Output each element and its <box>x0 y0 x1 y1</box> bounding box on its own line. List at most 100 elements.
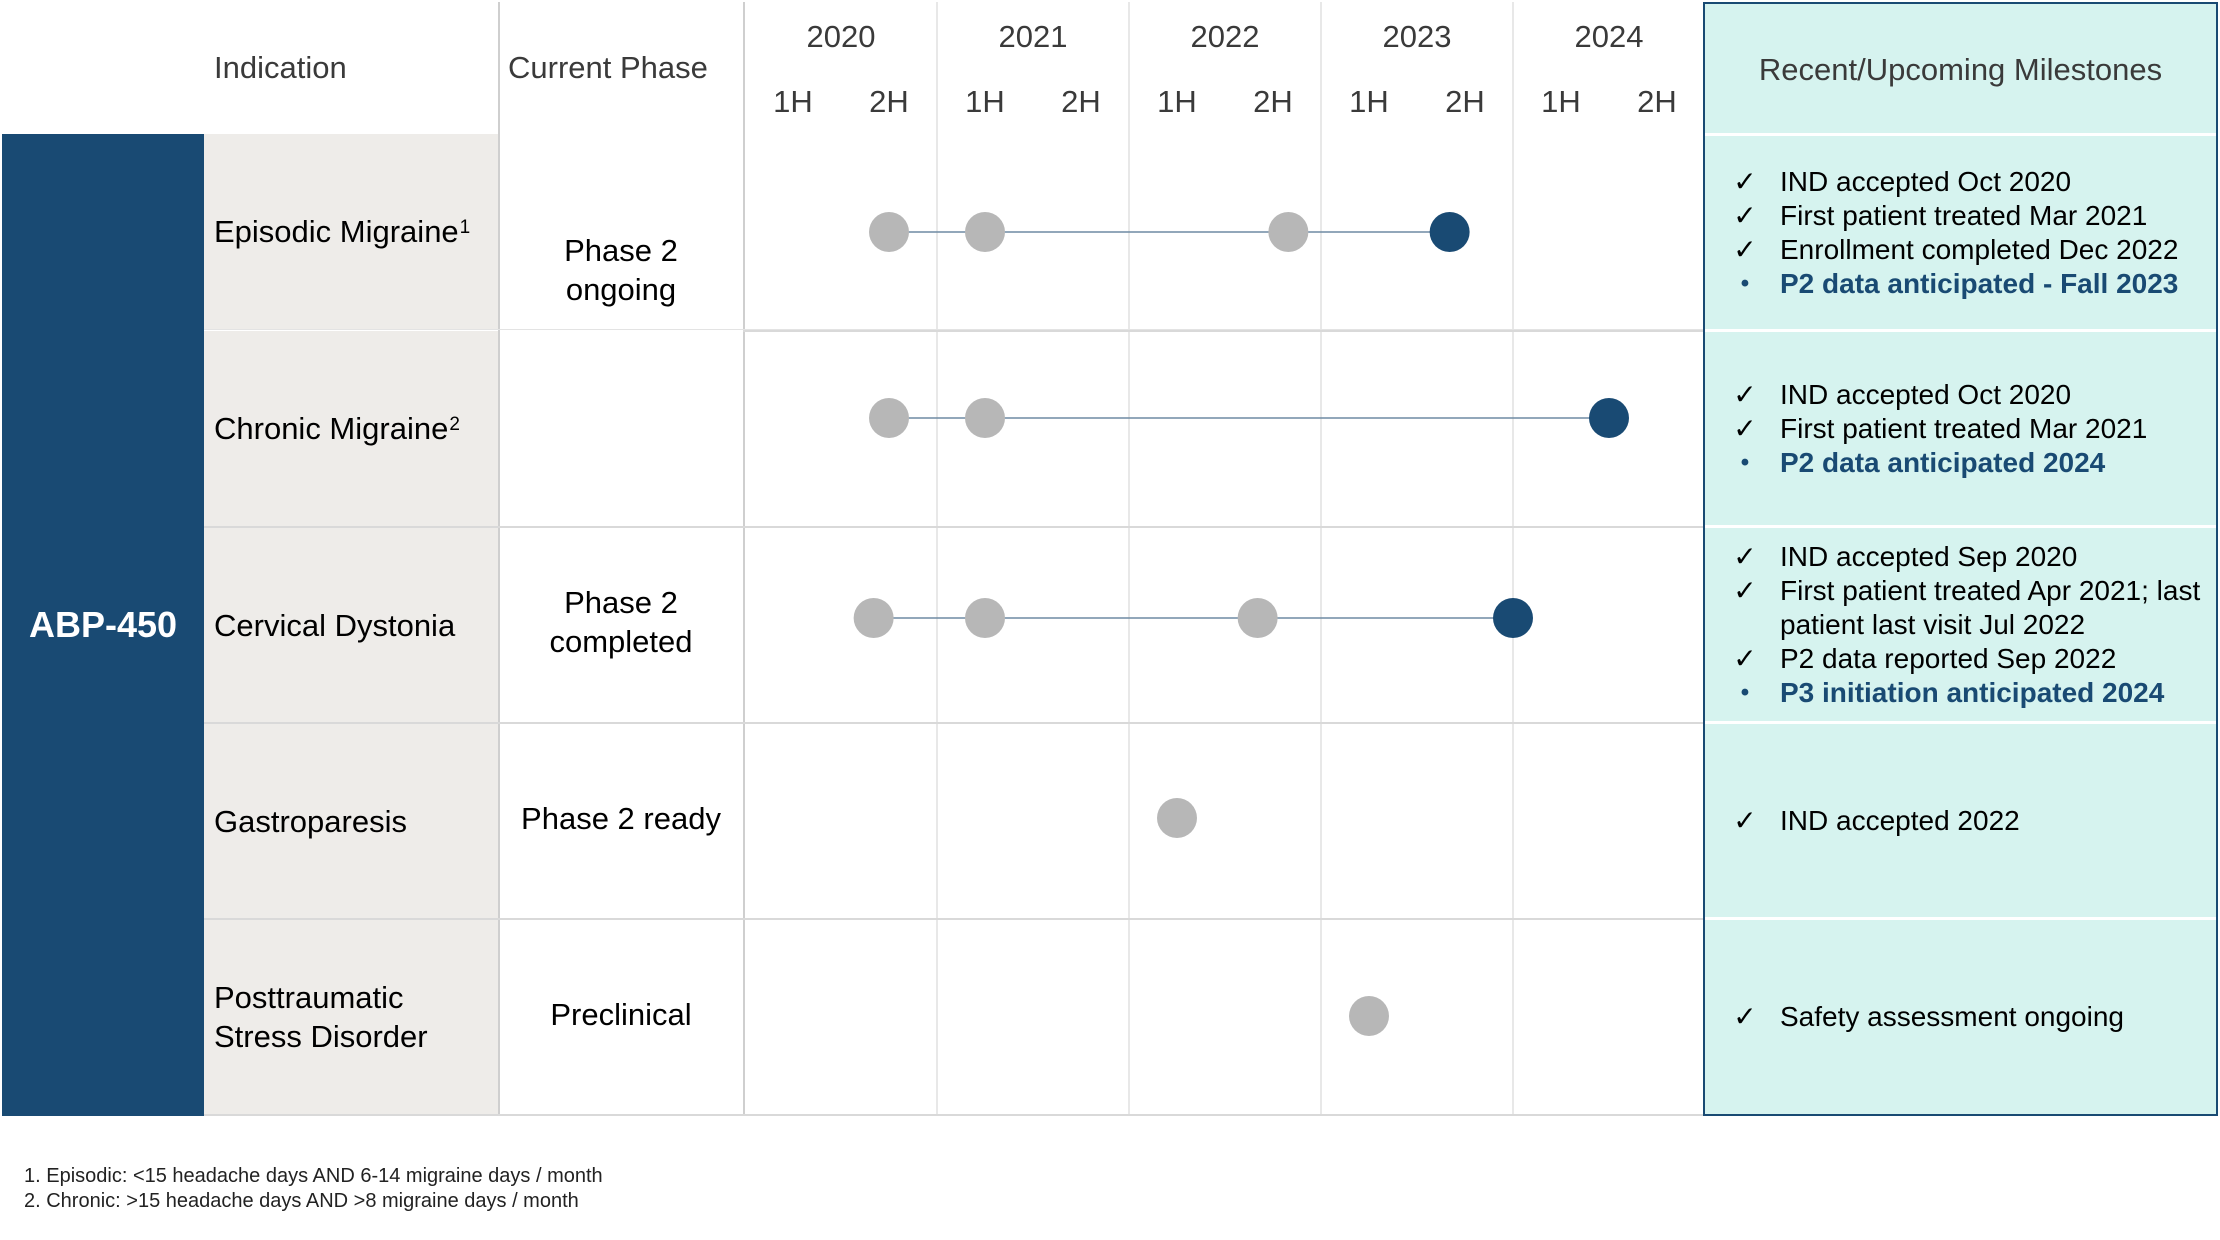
half-year-label: 2H <box>1445 84 1485 119</box>
indication-label: Gastroparesis <box>214 803 407 839</box>
completed-milestone-marker <box>965 598 1005 638</box>
timeline-header: 2020 2021 2022 2023 2024 1H 2H 1H 2H 1H 2H 1H 2H 1H 2H <box>773 19 1677 119</box>
phase-cell-phase-2-ongoing: Phase 2 ongoing <box>498 134 744 526</box>
half-year-label: 1H <box>1349 84 1389 119</box>
milestone-item: ✓ IND accepted Oct 2020 <box>1730 378 2218 412</box>
milestone-item-upcoming: • P2 data anticipated - Fall 2023 <box>1730 267 2218 301</box>
footnote-1: 1. Episodic: <15 headache days AND 6-14 … <box>24 1165 603 1187</box>
milestones-divider <box>1705 525 2216 528</box>
completed-milestone-marker <box>1268 212 1309 252</box>
drug-label: ABP-450 <box>2 134 204 1116</box>
phase-label: Phase 2 ready <box>521 800 721 836</box>
phase-label: Preclinical <box>550 996 692 1032</box>
milestone-item: ✓ First patient treated Mar 2021 <box>1730 199 2218 233</box>
upcoming-milestone-marker <box>1493 598 1533 638</box>
phase-cell-phase-2-completed: Phase 2 completed <box>498 528 744 722</box>
milestones-chronic-migraine: ✓ IND accepted Oct 2020 ✓ First patient tr… <box>1730 378 2218 480</box>
half-year-label: 2H <box>869 84 909 119</box>
upcoming-milestone-marker <box>1589 398 1629 438</box>
completed-milestone-marker <box>1349 996 1389 1036</box>
indication-episodic-migraine: Episodic Migraine 1 <box>204 134 498 329</box>
table-bottom-border <box>2 1114 1705 1116</box>
checkmark-icon: ✓ <box>1733 1001 1757 1032</box>
milestone-item: ✓ Safety assessment ongoing <box>1730 1000 2218 1034</box>
checkmark-icon: ✓ <box>1733 541 1757 572</box>
timeline-grid <box>936 2 1514 1114</box>
milestone-item: ✓ First patient treated Mar 2021 <box>1730 412 2218 446</box>
milestones-ptsd: ✓ Safety assessment ongoing <box>1730 1000 2218 1034</box>
checkmark-icon: ✓ <box>1733 200 1757 231</box>
milestones-episodic-migraine: ✓ IND accepted Oct 2020 ✓ First patient tr… <box>1730 165 2218 301</box>
row-divider <box>204 722 1703 724</box>
bullet-icon: • <box>1740 270 1750 297</box>
bullet-icon: • <box>1740 449 1750 476</box>
completed-milestone-marker <box>869 212 909 252</box>
half-year-label: 2H <box>1061 84 1101 119</box>
row-divider <box>204 918 1703 920</box>
milestone-text: Enrollment completed Dec 2022 <box>1780 234 2179 265</box>
milestone-item-upcoming: • P3 initiation anticipated 2024 <box>1730 676 2218 710</box>
milestone-item: ✓ IND accepted Oct 2020 <box>1730 165 2218 199</box>
milestone-text: P2 data anticipated 2024 <box>1780 447 2106 478</box>
milestone-text: P2 data reported Sep 2022 <box>1780 643 2117 674</box>
completed-milestone-marker <box>853 598 894 638</box>
milestones-gastroparesis: ✓ IND accepted 2022 <box>1730 804 2218 838</box>
milestone-item: ✓ First patient treated Apr 2021; last pa… <box>1730 574 2218 642</box>
half-year-label: 1H <box>1157 84 1197 119</box>
footnote-ref: 2 <box>449 414 460 435</box>
phase-cell-preclinical: Preclinical <box>498 920 744 1114</box>
timeline-markers <box>853 212 1629 1036</box>
milestones-panel <box>1703 2 2218 1116</box>
milestone-text: First patient treated Mar 2021 <box>1780 200 2148 231</box>
year-label: 2023 <box>1383 19 1452 54</box>
indication-ptsd: Posttraumatic Stress Disorder <box>204 920 498 1114</box>
milestone-text: Safety assessment ongoing <box>1780 1001 2124 1032</box>
half-year-label: 1H <box>965 84 1005 119</box>
indication-cervical-dystonia: Cervical Dystonia <box>204 528 498 722</box>
timeline-column-divider <box>743 2 745 1116</box>
checkmark-icon: ✓ <box>1733 643 1757 674</box>
half-year-label: 1H <box>1541 84 1581 119</box>
milestones-divider <box>1705 329 2216 332</box>
year-label: 2021 <box>999 19 1068 54</box>
phase-label: Phase 2 completed <box>549 585 693 659</box>
current-phase-header: Current Phase <box>508 50 708 85</box>
milestone-text: IND accepted Oct 2020 <box>1780 166 2072 197</box>
indication-header: Indication <box>214 50 347 85</box>
indication-label: Posttraumatic Stress Disorder <box>214 980 428 1054</box>
phase-cell-phase-2-ready: Phase 2 ready <box>498 724 744 918</box>
milestones-divider <box>1705 133 2216 136</box>
completed-milestone-marker <box>965 398 1005 438</box>
row-divider <box>743 330 1703 332</box>
year-label: 2020 <box>807 19 876 54</box>
completed-milestone-marker <box>1157 798 1197 838</box>
indication-label: Episodic Migraine <box>214 214 459 249</box>
completed-milestone-marker <box>1237 598 1278 638</box>
completed-milestone-marker <box>869 398 909 438</box>
timeline-chart: 2020 2021 2022 2023 2024 1H 2H 1H 2H 1H 2H 1H 2H 1H 2H <box>773 2 1677 1114</box>
indication-label: Chronic Migraine <box>214 411 449 446</box>
phase-column-divider <box>498 2 500 1116</box>
milestone-text: P3 initiation anticipated 2024 <box>1780 677 2165 708</box>
phase-label: Phase 2 ongoing <box>564 233 678 307</box>
milestone-item-upcoming: • P2 data anticipated 2024 <box>1730 446 2218 480</box>
milestones-divider <box>1705 721 2216 724</box>
milestone-text: IND accepted Sep 2020 <box>1780 541 2078 572</box>
row-divider <box>204 526 1703 528</box>
indication-gastroparesis: Gastroparesis <box>204 724 498 918</box>
milestone-item: ✓ Enrollment completed Dec 2022 <box>1730 233 2218 267</box>
year-label: 2024 <box>1575 19 1644 54</box>
half-year-label: 1H <box>773 84 813 119</box>
milestone-text: IND accepted Oct 2020 <box>1780 379 2072 410</box>
indication-label: Cervical Dystonia <box>214 607 456 643</box>
checkmark-icon: ✓ <box>1733 805 1757 836</box>
row-divider <box>204 329 1703 330</box>
footnote-2: 2. Chronic: >15 headache days AND >8 mig… <box>24 1190 579 1212</box>
milestones-header: Recent/Upcoming Milestones <box>1758 52 2163 87</box>
completed-milestone-marker <box>965 212 1005 252</box>
milestones-cervical-dystonia: ✓ IND accepted Sep 2020 ✓ First patient tr… <box>1730 540 2218 710</box>
checkmark-icon: ✓ <box>1733 575 1757 606</box>
year-label: 2022 <box>1191 19 1260 54</box>
milestone-item: ✓ IND accepted 2022 <box>1730 804 2218 838</box>
milestone-item: ✓ IND accepted Sep 2020 <box>1730 540 2218 574</box>
